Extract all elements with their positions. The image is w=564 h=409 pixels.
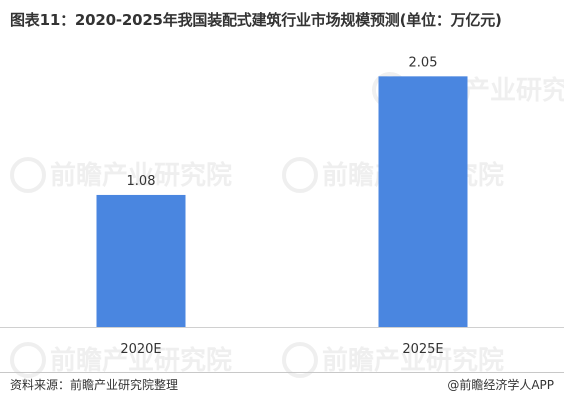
x-tick-label-2025E: 2025E — [402, 342, 443, 357]
bar-2025E — [378, 76, 468, 327]
watermark-2: 前瞻产业研究院 — [10, 342, 232, 378]
chart-title: 图表11：2020-2025年我国装配式建筑行业市场规模预测(单位：万亿元) — [10, 11, 502, 29]
data-label-2025E: 2.05 — [409, 55, 438, 70]
footer-divider — [0, 372, 564, 373]
watermark-logo-icon — [282, 342, 318, 378]
source-note: 资料来源：前瞻产业研究院整理 — [10, 378, 179, 392]
watermark-logo-icon — [10, 342, 46, 378]
data-label-2020E: 1.08 — [127, 174, 156, 189]
watermark-3: 前瞻产业研究院 — [282, 342, 504, 378]
bar-2020E — [96, 194, 186, 327]
x-tick-label-2020E: 2020E — [120, 342, 161, 357]
credit-note: @前瞻经济学人APP — [447, 376, 554, 393]
watermark-0: 前瞻产业研究院 — [10, 157, 232, 193]
credit-label: @前瞻经济学人APP — [447, 378, 554, 392]
watermark-text: 前瞻产业研究院 — [50, 345, 232, 376]
watermark-logo-icon — [10, 157, 46, 193]
watermark-logo-icon — [282, 157, 318, 193]
watermark-text: 前瞻产业研究院 — [50, 160, 232, 191]
watermark-text: 前瞻产业研究院 — [322, 345, 504, 376]
